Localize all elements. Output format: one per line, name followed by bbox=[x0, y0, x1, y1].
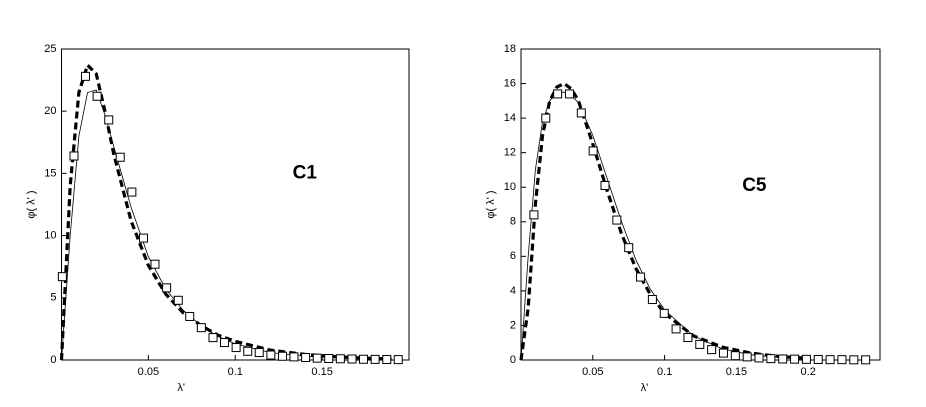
marker bbox=[624, 243, 634, 253]
x-axis-label: λ' bbox=[641, 382, 649, 394]
marker bbox=[707, 345, 717, 355]
marker bbox=[162, 283, 172, 293]
marker bbox=[324, 354, 334, 364]
marker bbox=[647, 295, 657, 305]
marker bbox=[173, 295, 183, 305]
marker bbox=[335, 354, 345, 364]
x-tick-label: 0.1 bbox=[228, 366, 243, 378]
x-tick-label: 0.05 bbox=[582, 366, 603, 378]
y-tick-label: 12 bbox=[504, 147, 516, 159]
y-tick-label: 10 bbox=[504, 181, 516, 193]
dashed-line bbox=[59, 62, 392, 361]
y-tick-label: 2 bbox=[510, 319, 516, 331]
marker bbox=[790, 354, 800, 364]
y-axis-label: φ( λ' ) bbox=[25, 190, 37, 218]
marker bbox=[312, 353, 322, 363]
marker bbox=[208, 333, 218, 343]
marker bbox=[266, 350, 276, 360]
marker bbox=[185, 311, 195, 321]
marker bbox=[576, 108, 586, 118]
marker bbox=[301, 353, 311, 363]
marker bbox=[69, 151, 79, 161]
marker bbox=[115, 152, 125, 162]
marker bbox=[219, 338, 229, 348]
dashed-line bbox=[519, 81, 809, 361]
marker bbox=[553, 89, 563, 99]
y-tick-label: 0 bbox=[50, 354, 56, 366]
y-tick-label: 0 bbox=[510, 354, 516, 366]
marker bbox=[231, 343, 241, 353]
y-axis-label: φ( λ' ) bbox=[485, 190, 497, 218]
marker bbox=[801, 354, 811, 364]
marker bbox=[393, 355, 403, 365]
marker bbox=[718, 348, 728, 358]
marker bbox=[825, 355, 835, 365]
marker bbox=[600, 180, 610, 190]
marker bbox=[754, 353, 764, 363]
marker bbox=[139, 233, 149, 243]
marker bbox=[813, 354, 823, 364]
marker bbox=[849, 355, 859, 365]
marker bbox=[358, 354, 368, 364]
marker bbox=[730, 351, 740, 361]
marker bbox=[612, 215, 622, 225]
y-tick-label: 18 bbox=[504, 43, 516, 55]
x-axis-label: λ' bbox=[177, 382, 185, 394]
y-tick-label: 25 bbox=[44, 43, 56, 55]
solid-line bbox=[61, 89, 392, 361]
y-tick-label: 8 bbox=[510, 216, 516, 228]
x-tick-label: 0.15 bbox=[726, 366, 747, 378]
marker bbox=[541, 113, 551, 123]
annotation: C5 bbox=[742, 175, 767, 196]
marker bbox=[104, 115, 114, 125]
marker bbox=[742, 352, 752, 362]
marker bbox=[529, 210, 539, 220]
marker bbox=[196, 323, 206, 333]
marker bbox=[254, 348, 264, 358]
marker bbox=[778, 354, 788, 364]
marker bbox=[659, 308, 669, 318]
marker bbox=[695, 339, 705, 349]
x-tick-label: 0.2 bbox=[801, 366, 816, 378]
marker bbox=[588, 146, 598, 156]
marker bbox=[683, 333, 693, 343]
y-tick-label: 16 bbox=[504, 77, 516, 89]
x-tick-label: 0.15 bbox=[311, 366, 332, 378]
y-tick-label: 10 bbox=[44, 230, 56, 242]
marker bbox=[671, 324, 681, 334]
marker bbox=[57, 272, 67, 282]
x-tick-label: 0.1 bbox=[657, 366, 672, 378]
marker bbox=[150, 259, 160, 269]
y-tick-label: 20 bbox=[44, 105, 56, 117]
marker bbox=[861, 355, 871, 365]
x-tick-label: 0.05 bbox=[138, 366, 159, 378]
marker bbox=[370, 354, 380, 364]
y-tick-label: 5 bbox=[50, 292, 56, 304]
plot-frame bbox=[61, 48, 410, 361]
marker bbox=[564, 89, 574, 99]
marker bbox=[127, 187, 137, 197]
marker bbox=[766, 354, 776, 364]
y-tick-label: 15 bbox=[44, 167, 56, 179]
marker bbox=[636, 272, 646, 282]
marker bbox=[92, 91, 102, 101]
marker bbox=[243, 346, 253, 356]
marker bbox=[837, 355, 847, 365]
marker bbox=[289, 352, 299, 362]
y-tick-label: 14 bbox=[504, 112, 516, 124]
marker bbox=[80, 71, 90, 81]
annotation: C1 bbox=[293, 162, 318, 183]
marker bbox=[278, 351, 288, 361]
y-tick-label: 6 bbox=[510, 250, 516, 262]
y-tick-label: 4 bbox=[510, 285, 516, 297]
marker bbox=[382, 355, 392, 365]
plot-frame bbox=[520, 48, 881, 361]
marker bbox=[347, 354, 357, 364]
solid-line bbox=[520, 91, 809, 361]
